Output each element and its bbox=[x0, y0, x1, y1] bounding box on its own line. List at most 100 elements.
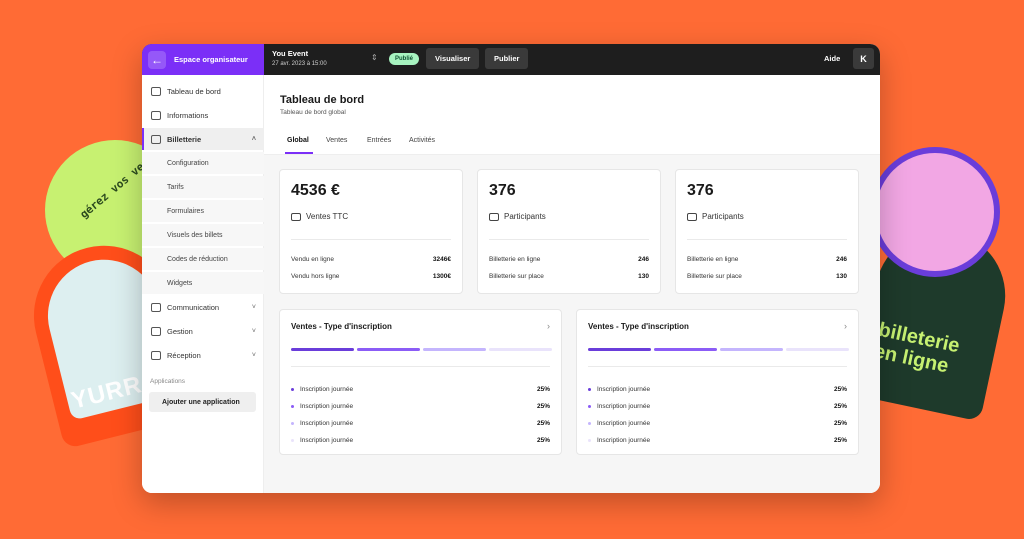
reception-icon bbox=[151, 350, 161, 360]
divider bbox=[489, 239, 649, 240]
sidebar-item-label: Informations bbox=[167, 110, 209, 120]
stat-card-sales: 4536 € Ventes TTC Vendu en ligne 3246€ V… bbox=[279, 169, 463, 294]
legend-value: 25% bbox=[833, 437, 847, 444]
distribution-bar bbox=[588, 348, 849, 351]
legend-dot bbox=[291, 439, 294, 442]
publish-button[interactable]: Publier bbox=[485, 48, 529, 69]
stat-row: Billetterie en ligne 246 bbox=[687, 256, 847, 263]
stat-row: Vendu hors ligne 1300€ bbox=[291, 273, 451, 280]
sidebar-subitem-forms[interactable]: Formulaires bbox=[142, 200, 264, 222]
cash-icon bbox=[291, 212, 301, 221]
info-icon bbox=[151, 110, 161, 120]
tab-activities[interactable]: Activités bbox=[409, 137, 436, 144]
sidebar-item-label: Réception bbox=[167, 350, 201, 360]
tab-global[interactable]: Global bbox=[287, 137, 309, 144]
stat-row: Billetterie en ligne 246 bbox=[489, 256, 649, 263]
avatar[interactable]: K bbox=[853, 48, 874, 69]
stat-row-label: Vendu en ligne bbox=[291, 256, 335, 263]
app-window: ← Espace organisateur You Event 27 avr. … bbox=[142, 44, 880, 493]
tab-active-indicator bbox=[285, 152, 313, 154]
legend-row: Inscription journée 25% bbox=[588, 403, 847, 410]
event-switch-icon[interactable]: ⇕ bbox=[371, 53, 378, 62]
distribution-segment bbox=[423, 348, 486, 351]
legend-row: Inscription journée 25% bbox=[588, 420, 847, 427]
sidebar-item-reception[interactable]: Réception ˅ bbox=[142, 344, 264, 366]
stat-row: Vendu en ligne 3246€ bbox=[291, 256, 451, 263]
event-name[interactable]: You Event bbox=[272, 49, 309, 58]
distribution-segment bbox=[654, 348, 717, 351]
stat-label-row: Participants bbox=[687, 212, 744, 221]
chevron-right-icon[interactable]: › bbox=[547, 321, 550, 331]
card-title: Ventes - Type d'inscription bbox=[291, 322, 392, 331]
users-icon bbox=[687, 212, 697, 221]
distribution-segment bbox=[720, 348, 783, 351]
page-title: Tableau de bord bbox=[280, 94, 365, 106]
stat-card-participants-2: 376 Participants Billetterie en ligne 24… bbox=[675, 169, 859, 294]
sidebar-item-information[interactable]: Informations bbox=[142, 104, 264, 126]
legend-label: Inscription journée bbox=[300, 437, 354, 444]
sidebar-item-dashboard[interactable]: Tableau de bord bbox=[142, 80, 264, 102]
layout-icon bbox=[151, 86, 161, 96]
stat-card-participants: 376 Participants Billetterie en ligne 24… bbox=[477, 169, 661, 294]
sidebar-item-management[interactable]: Gestion ˅ bbox=[142, 320, 264, 342]
management-icon bbox=[151, 326, 161, 336]
registration-type-card-2: Ventes - Type d'inscription › Inscriptio… bbox=[576, 309, 859, 455]
chevron-down-icon: ˅ bbox=[251, 351, 256, 359]
sidebar-subitem-widgets[interactable]: Widgets bbox=[142, 272, 264, 294]
legend-value: 25% bbox=[536, 437, 550, 444]
distribution-segment bbox=[357, 348, 420, 351]
legend-row: Inscription journée 25% bbox=[291, 386, 550, 393]
sidebar-subitem-tarifs[interactable]: Tarifs bbox=[142, 176, 264, 198]
sidebar-subitem-configuration[interactable]: Configuration bbox=[142, 152, 264, 174]
status-badge: Publié bbox=[389, 53, 420, 65]
preview-button[interactable]: Visualiser bbox=[426, 48, 480, 69]
stat-label-row: Ventes TTC bbox=[291, 212, 348, 221]
tab-sales[interactable]: Ventes bbox=[326, 137, 348, 144]
legend-value: 25% bbox=[833, 403, 847, 410]
tab-entries[interactable]: Entrées bbox=[367, 137, 392, 144]
event-date: 27 avr. 2023 à 15:00 bbox=[272, 61, 327, 67]
sidebar-item-label: Billetterie bbox=[167, 134, 202, 144]
stat-row: Billetterie sur place 130 bbox=[687, 273, 847, 280]
stat-row-value: 130 bbox=[836, 273, 847, 280]
distribution-segment bbox=[786, 348, 849, 351]
distribution-segment bbox=[291, 348, 354, 351]
org-header: ← Espace organisateur bbox=[142, 44, 264, 75]
chevron-down-icon: ˅ bbox=[251, 327, 256, 335]
legend-dot bbox=[588, 439, 591, 442]
sidebar-subitem-ticket-visuals[interactable]: Visuels des billets bbox=[142, 224, 264, 246]
sidebar-item-label: Communication bbox=[167, 302, 220, 312]
main-content: Tableau de bord Tableau de bord global G… bbox=[264, 75, 880, 493]
back-arrow-icon[interactable]: ← bbox=[148, 50, 166, 69]
legend-row: Inscription journée 25% bbox=[588, 437, 847, 444]
distribution-segment bbox=[588, 348, 651, 351]
legend-value: 25% bbox=[833, 386, 847, 393]
legend-label: Inscription journée bbox=[300, 420, 354, 427]
stat-row-value: 1300€ bbox=[432, 273, 451, 280]
stat-row-label: Billetterie en ligne bbox=[687, 256, 739, 263]
legend-value: 25% bbox=[833, 420, 847, 427]
chevron-right-icon[interactable]: › bbox=[844, 321, 847, 331]
users-icon bbox=[489, 212, 499, 221]
card-title: Ventes - Type d'inscription bbox=[588, 322, 689, 331]
sidebar-item-ticketing[interactable]: Billetterie ˄ bbox=[142, 128, 264, 150]
legend-label: Inscription journée bbox=[597, 420, 651, 427]
stat-row-value: 3246€ bbox=[432, 256, 451, 263]
legend-value: 25% bbox=[536, 420, 550, 427]
stat-row-label: Billetterie sur place bbox=[687, 273, 742, 280]
stat-label-row: Participants bbox=[489, 212, 546, 221]
stat-row-label: Vendu hors ligne bbox=[291, 273, 340, 280]
divider bbox=[687, 239, 847, 240]
distribution-segment bbox=[489, 348, 552, 351]
stat-row-label: Billetterie en ligne bbox=[489, 256, 541, 263]
sidebar-item-communication[interactable]: Communication ˅ bbox=[142, 296, 264, 318]
stat-value: 4536 € bbox=[291, 182, 340, 199]
legend-dot bbox=[588, 388, 591, 391]
legend-label: Inscription journée bbox=[597, 386, 651, 393]
sidebar-subitem-discount-codes[interactable]: Codes de réduction bbox=[142, 248, 264, 270]
legend-row: Inscription journée 25% bbox=[291, 403, 550, 410]
add-application-button[interactable]: Ajouter une application bbox=[149, 392, 256, 412]
help-link[interactable]: Aide bbox=[824, 54, 841, 63]
legend-value: 25% bbox=[536, 403, 550, 410]
stat-value: 376 bbox=[687, 182, 714, 199]
